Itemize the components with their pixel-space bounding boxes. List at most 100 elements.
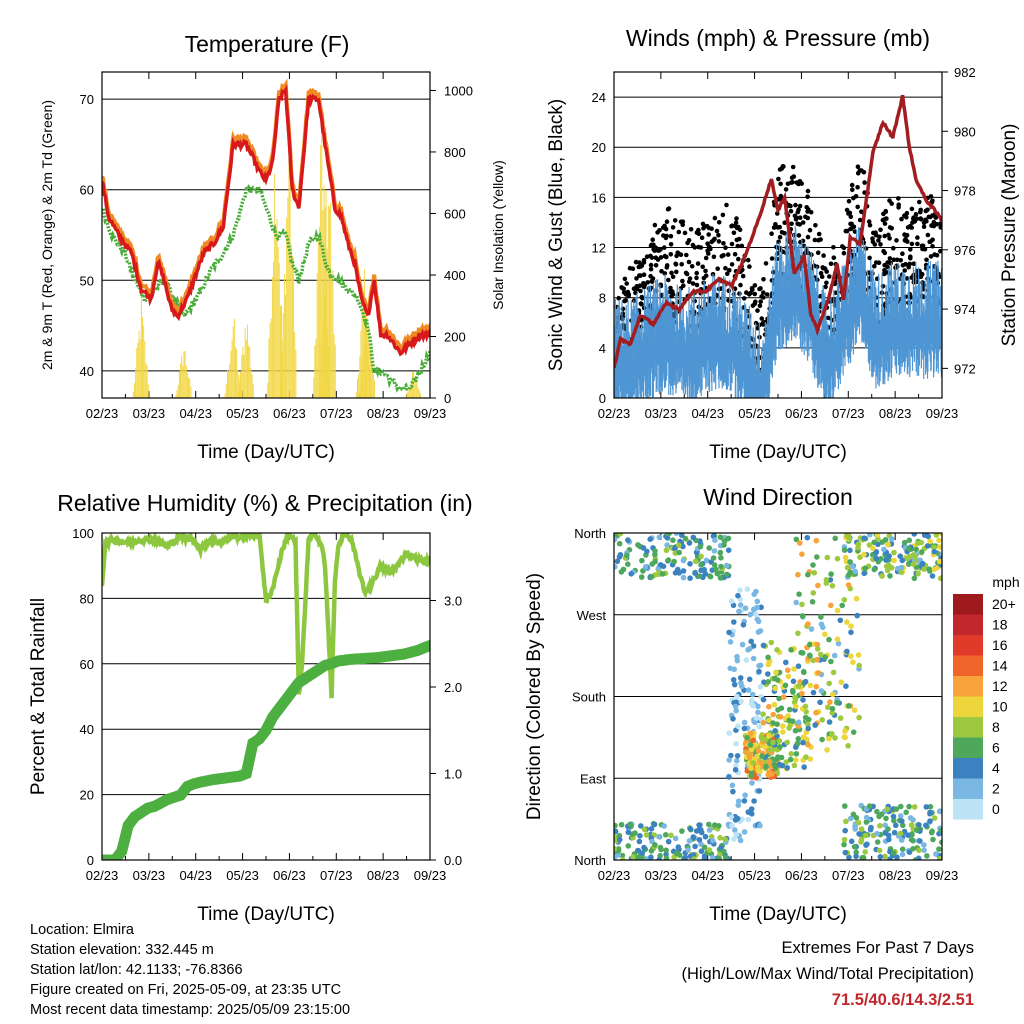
direction-point (785, 713, 791, 719)
direction-point (747, 645, 753, 652)
gust-point (903, 236, 908, 242)
direction-point (882, 537, 889, 543)
direction-point (874, 839, 881, 845)
temperature-ylabel-right: Solar Insolation (Yellow) (490, 160, 506, 310)
gust-point (781, 164, 786, 169)
x-tick-label: 03/23 (133, 868, 166, 883)
direction-point (627, 821, 633, 828)
gust-point (924, 257, 929, 263)
direction-point (766, 703, 772, 710)
direction-point (834, 555, 841, 562)
direction-point (765, 654, 771, 661)
direction-point (850, 659, 856, 665)
direction-point (767, 747, 773, 753)
direction-point (733, 831, 740, 838)
gust-point (848, 221, 853, 227)
direction-point (733, 699, 739, 706)
gust-point (896, 205, 901, 210)
x-tick-label: 02/23 (86, 406, 119, 421)
direction-point (891, 817, 897, 824)
x-tick-label: 04/23 (179, 868, 212, 883)
gust-point (813, 223, 818, 228)
direction-point (686, 540, 693, 546)
direction-point (754, 598, 761, 605)
direction-point (793, 536, 800, 543)
gust-point (650, 237, 655, 242)
gust-point (705, 248, 710, 254)
gust-point (779, 230, 785, 235)
direction-point (768, 639, 775, 646)
gust-point (740, 273, 746, 279)
gust-point (871, 230, 876, 236)
direction-point (936, 558, 942, 565)
direction-point (640, 568, 646, 574)
direction-point (937, 544, 942, 550)
gust-point (662, 245, 667, 250)
gust-point (720, 212, 726, 218)
direction-point (814, 656, 820, 663)
direction-point (734, 815, 741, 822)
direction-point (665, 557, 672, 563)
gust-point (872, 242, 878, 247)
gust-point (648, 262, 654, 268)
legend-label: 6 (992, 740, 1000, 756)
direction-point (778, 705, 785, 711)
gust-point (933, 215, 939, 220)
gust-point (841, 250, 847, 256)
gust-point (908, 254, 913, 259)
gust-point (639, 301, 644, 307)
gust-point (711, 254, 717, 260)
direction-point (696, 837, 703, 843)
gust-point (789, 221, 794, 227)
legend-swatch (953, 676, 983, 697)
y-left-tick-label: 20 (592, 140, 606, 155)
gust-point (909, 206, 915, 212)
gust-point (641, 272, 647, 278)
direction-point (785, 667, 791, 673)
gust-point (687, 276, 693, 281)
direction-point (664, 542, 670, 548)
gust-point (872, 263, 877, 269)
gust-point (729, 223, 735, 228)
gust-point (904, 276, 910, 281)
gust-point (799, 181, 804, 186)
direction-point (656, 857, 663, 860)
direction-point (830, 669, 837, 676)
direction-point (813, 683, 820, 690)
direction-point (742, 792, 748, 798)
direction-point (776, 695, 782, 702)
gust-point (739, 243, 745, 249)
direction-point (698, 553, 704, 560)
x-tick-label: 02/23 (598, 406, 631, 421)
direction-point (815, 582, 821, 589)
gust-point (894, 257, 900, 263)
direction-point (766, 717, 772, 724)
direction-tick-label: East (580, 771, 606, 786)
direction-point (659, 571, 666, 577)
gust-point (716, 232, 721, 238)
direction-point (674, 850, 680, 857)
direction-point (835, 640, 842, 647)
direction-point (732, 703, 739, 710)
direction-point (737, 837, 744, 844)
y-right-tick-label: 2.0 (444, 680, 462, 695)
direction-point (729, 822, 735, 829)
direction-point (890, 850, 897, 856)
direction-point (692, 843, 698, 850)
x-tick-label: 08/23 (367, 406, 400, 421)
direction-point (802, 678, 809, 685)
direction-point (913, 546, 919, 553)
legend-label: 18 (992, 617, 1008, 633)
direction-point (692, 558, 699, 565)
direction-point (753, 742, 759, 748)
gust-point (805, 209, 810, 214)
direction-points (614, 533, 942, 860)
direction-point (630, 854, 636, 860)
direction-point (927, 803, 934, 810)
gust-point (788, 208, 794, 214)
gust-point (641, 281, 646, 286)
gust-point (745, 257, 751, 263)
y-left-tick-label: 100 (72, 526, 94, 541)
gust-point (703, 255, 709, 261)
direction-point (829, 731, 835, 737)
